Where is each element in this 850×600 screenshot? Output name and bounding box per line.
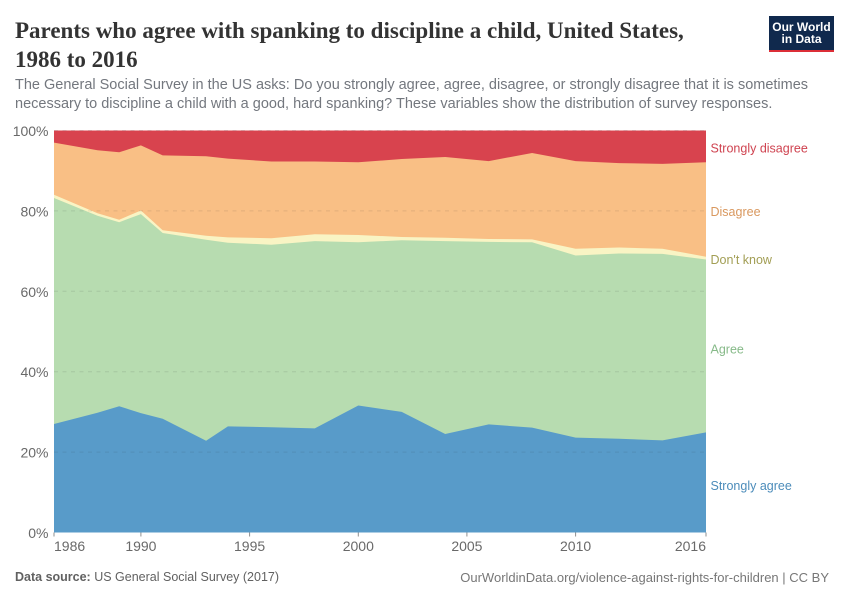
svg-text:Agree: Agree bbox=[711, 342, 744, 356]
svg-text:80%: 80% bbox=[20, 203, 48, 219]
svg-text:2000: 2000 bbox=[343, 538, 374, 554]
svg-text:0%: 0% bbox=[28, 525, 48, 541]
svg-text:60%: 60% bbox=[20, 284, 48, 300]
svg-text:2010: 2010 bbox=[560, 538, 591, 554]
svg-text:2005: 2005 bbox=[451, 538, 482, 554]
svg-text:Disagree: Disagree bbox=[711, 205, 761, 219]
svg-text:2016: 2016 bbox=[675, 538, 706, 554]
svg-text:1995: 1995 bbox=[234, 538, 265, 554]
svg-text:Don't know: Don't know bbox=[711, 253, 773, 267]
svg-text:Strongly agree: Strongly agree bbox=[711, 479, 792, 493]
svg-text:Strongly disagree: Strongly disagree bbox=[711, 141, 808, 155]
svg-text:1986: 1986 bbox=[54, 538, 85, 554]
svg-text:20%: 20% bbox=[20, 445, 48, 461]
svg-text:1990: 1990 bbox=[125, 538, 156, 554]
svg-text:40%: 40% bbox=[20, 364, 48, 380]
svg-text:100%: 100% bbox=[13, 123, 49, 139]
